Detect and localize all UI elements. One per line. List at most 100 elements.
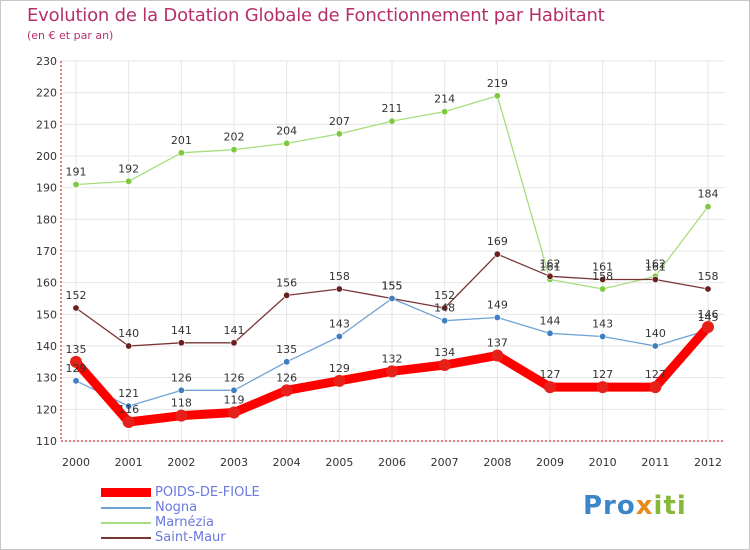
data-point [122, 416, 135, 428]
data-point [491, 349, 504, 362]
data-label: 152 [434, 289, 455, 302]
data-label: 162 [645, 257, 666, 270]
legend-swatch [101, 537, 151, 539]
data-label: 161 [540, 261, 561, 274]
data-point [125, 402, 133, 410]
data-label: 126 [224, 371, 245, 384]
data-point [283, 139, 291, 147]
data-label: 148 [434, 302, 455, 315]
data-label: 129 [66, 362, 87, 375]
data-label: 132 [382, 352, 403, 365]
proxiti-logo: Proxiti [583, 491, 687, 521]
data-point [388, 294, 396, 302]
y-tick-label: 150 [36, 308, 57, 321]
data-label: 155 [382, 280, 403, 293]
data-label: 129 [329, 362, 350, 375]
data-point [177, 386, 185, 394]
data-label: 149 [487, 299, 508, 312]
data-point [704, 203, 712, 211]
data-point [649, 381, 662, 394]
legend-label: POIDS-DE-FIOLE [155, 485, 260, 500]
data-label: 219 [487, 77, 508, 90]
x-tick-label: 2008 [483, 456, 511, 469]
data-point [599, 275, 607, 283]
data-label: 140 [645, 327, 666, 340]
data-point [702, 321, 714, 333]
data-point [704, 285, 712, 293]
data-label: 158 [698, 270, 719, 283]
x-tick-label: 2010 [589, 456, 617, 469]
data-label: 201 [171, 134, 192, 147]
x-tick-label: 2004 [273, 456, 301, 469]
data-label: 141 [224, 324, 245, 337]
data-point [596, 381, 609, 394]
data-point [230, 386, 238, 394]
data-point [72, 181, 80, 189]
x-tick-label: 2007 [431, 456, 459, 469]
data-point [493, 313, 501, 321]
data-label: 127 [645, 368, 666, 381]
data-point [228, 406, 240, 419]
legend-swatch [101, 522, 151, 524]
data-label: 161 [645, 261, 666, 274]
data-point [230, 339, 238, 347]
data-point [493, 250, 501, 258]
data-point [72, 377, 80, 385]
data-label: 158 [592, 270, 613, 283]
legend-swatch [101, 507, 151, 509]
data-label: 121 [118, 387, 139, 400]
data-point [70, 355, 82, 368]
data-point [177, 149, 185, 157]
data-label: 158 [329, 270, 350, 283]
data-label: 135 [276, 343, 297, 356]
y-tick-label: 190 [36, 182, 57, 195]
y-tick-label: 130 [36, 372, 57, 385]
data-label: 155 [382, 280, 403, 293]
data-point [599, 285, 607, 293]
data-label: 140 [118, 327, 139, 340]
data-label: 202 [224, 131, 245, 144]
data-label: 135 [66, 343, 87, 356]
data-point [230, 146, 238, 154]
data-point [333, 374, 346, 387]
y-tick-label: 110 [36, 435, 57, 448]
data-point [386, 365, 398, 378]
data-point [546, 272, 554, 280]
data-label: 127 [540, 368, 561, 381]
y-tick-label: 180 [36, 213, 57, 226]
data-label: 126 [276, 371, 297, 384]
legend-label: Nogna [155, 500, 198, 515]
data-point [72, 304, 80, 312]
data-label: 143 [329, 318, 350, 331]
data-label: 161 [592, 261, 613, 274]
data-label: 145 [698, 311, 719, 324]
x-tick-label: 2009 [536, 456, 564, 469]
data-point [546, 329, 554, 337]
data-label: 137 [487, 337, 508, 350]
data-label: 192 [118, 162, 139, 175]
data-point [335, 130, 343, 138]
data-label: 169 [487, 235, 508, 248]
data-label: 127 [592, 368, 613, 381]
legend-swatch [101, 488, 151, 497]
x-tick-label: 2005 [325, 456, 353, 469]
data-point [441, 304, 449, 312]
data-label: 141 [171, 324, 192, 337]
data-point [388, 117, 396, 125]
data-point [177, 339, 185, 347]
chart-subtitle: (en € et par an) [27, 29, 114, 42]
data-point [283, 291, 291, 299]
chart-title: Evolution de la Dotation Globale de Fonc… [27, 5, 605, 26]
data-point [599, 332, 607, 340]
data-label: 204 [276, 124, 297, 137]
legend-label: Saint-Maur [155, 530, 226, 545]
data-label: 152 [66, 289, 87, 302]
data-point [125, 177, 133, 185]
y-tick-label: 160 [36, 277, 57, 290]
x-tick-label: 2000 [62, 456, 90, 469]
data-point [280, 384, 293, 397]
x-tick-label: 2003 [220, 456, 248, 469]
y-tick-label: 140 [36, 340, 57, 353]
